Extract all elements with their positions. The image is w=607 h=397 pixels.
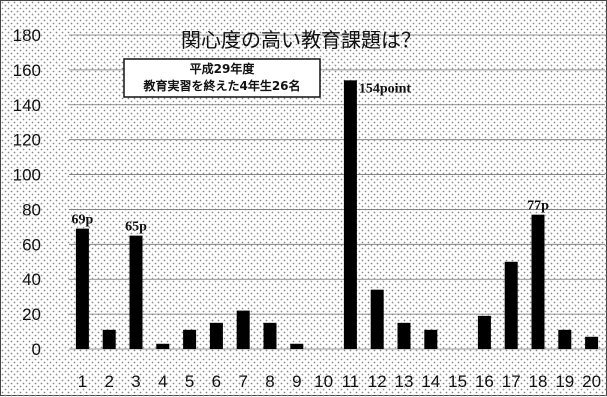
y-tick-label: 100: [13, 166, 41, 185]
x-tick-label: 3: [131, 372, 140, 391]
bar: [370, 289, 384, 349]
x-tick-label: 6: [212, 372, 221, 391]
y-tick-label: 60: [22, 235, 41, 254]
bar: [290, 343, 304, 349]
data-label: 69p: [72, 213, 94, 228]
x-tick-label: 4: [158, 372, 167, 391]
x-tick-label: 13: [395, 372, 414, 391]
bar: [397, 322, 411, 349]
y-tick-label: 160: [13, 61, 41, 80]
bar: [343, 80, 357, 349]
data-label: 154point: [359, 81, 411, 96]
bar: [531, 214, 545, 349]
x-tick-label: 11: [342, 372, 360, 391]
x-tick-label: 16: [475, 372, 494, 391]
y-tick-label: 180: [13, 26, 41, 45]
bar: [183, 329, 197, 349]
x-tick-label: 20: [582, 372, 601, 391]
bar: [477, 315, 491, 349]
bar: [75, 228, 89, 349]
y-tick-label: 20: [22, 305, 41, 324]
x-tick-label: 12: [368, 372, 387, 391]
y-tick-label: 0: [32, 340, 41, 359]
x-tick-label: 5: [185, 372, 194, 391]
annotation-box: 平成29年度 教育実習を終えた4年生26名: [123, 58, 321, 98]
x-tick-label: 10: [314, 372, 333, 391]
x-tick-label: 7: [238, 372, 247, 391]
data-label: 77p: [527, 199, 549, 214]
annotation-box-frame: [123, 58, 321, 98]
x-tick-label: 15: [448, 372, 467, 391]
x-tick-label: 17: [502, 372, 521, 391]
y-tick-label: 140: [13, 96, 41, 115]
bar: [209, 322, 223, 349]
y-tick-label: 120: [13, 131, 41, 150]
y-tick-label: 40: [22, 270, 41, 289]
y-axis: 0 20 40 60 80 100 120 140 160 180: [13, 26, 41, 359]
x-tick-label: 18: [529, 372, 548, 391]
x-tick-label: 2: [104, 372, 113, 391]
x-tick-label: 9: [292, 372, 301, 391]
bar: [102, 329, 116, 349]
bar: [585, 336, 599, 349]
annotation-line-2: 教育実習を終えた4年生26名: [142, 78, 300, 93]
x-tick-label: 19: [555, 372, 574, 391]
x-axis: 1 2 3 4 5 6 7 8 9 10 11 12 13 14 15 16 17 18 19 20: [78, 372, 601, 391]
annotation-line-1: 平成29年度: [190, 61, 256, 76]
x-tick-label: 8: [265, 372, 274, 391]
bar: [263, 322, 277, 349]
bar: [156, 343, 170, 349]
bar: [424, 329, 438, 349]
bar: [129, 235, 143, 349]
data-labels: 69p 65p 154point 77p: [72, 81, 550, 234]
data-label: 65p: [125, 220, 147, 235]
bar: [504, 261, 518, 349]
x-tick-label: 1: [78, 372, 87, 391]
y-tick-label: 80: [22, 200, 41, 219]
bar: [558, 329, 572, 349]
x-tick-label: 14: [421, 372, 440, 391]
chart-title: 関心度の高い教育課題は？: [181, 28, 421, 52]
bars: [75, 80, 599, 349]
bar: [236, 310, 250, 349]
